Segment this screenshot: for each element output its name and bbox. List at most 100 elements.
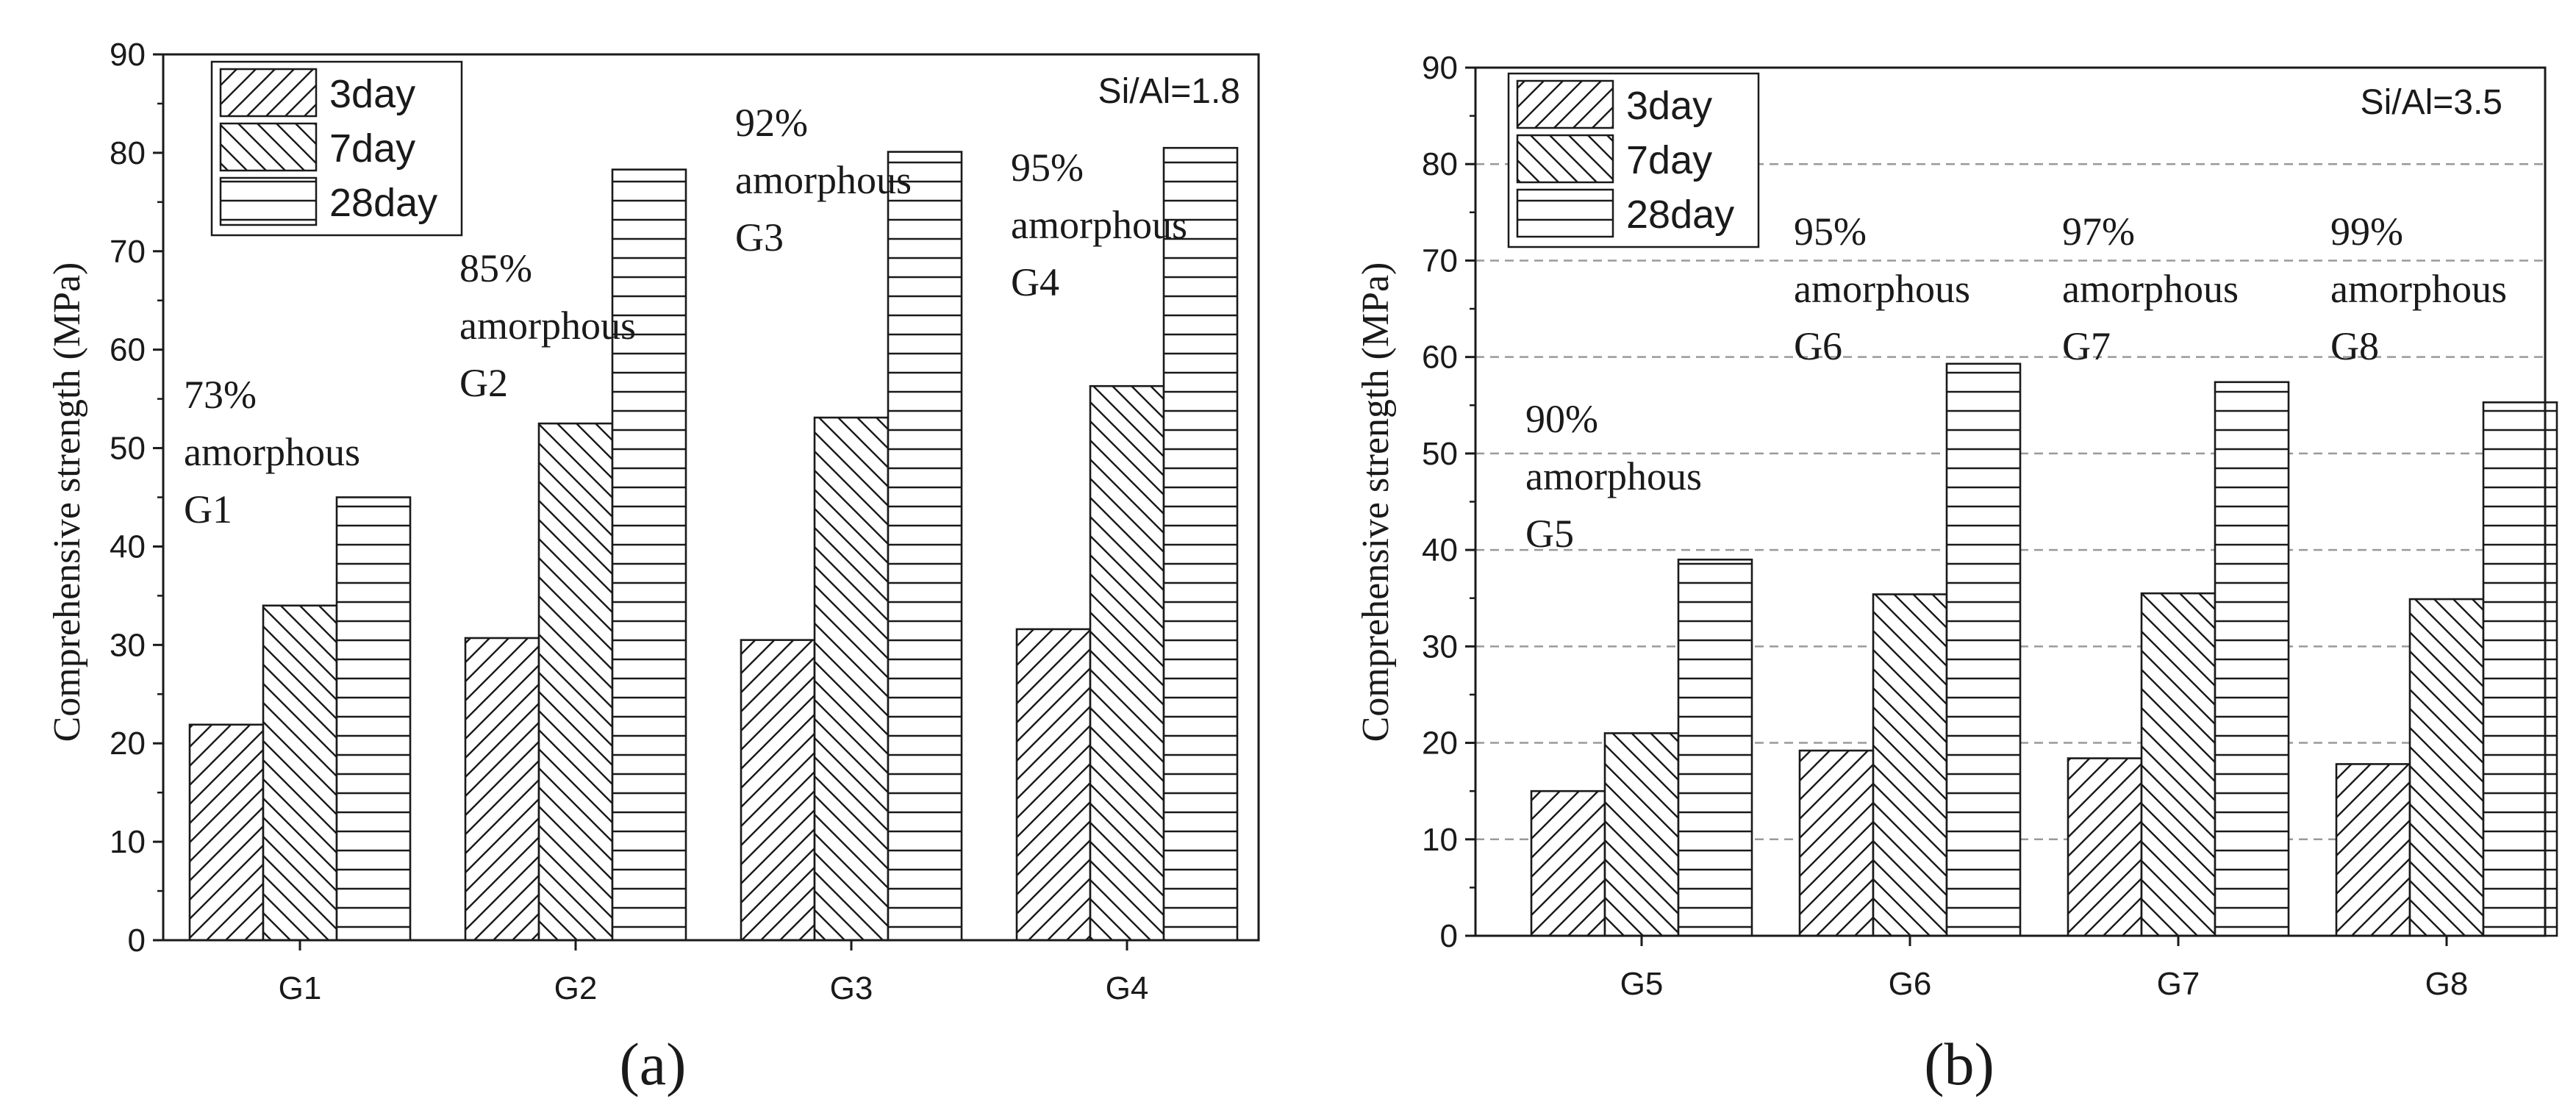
- annotation-g3-line-1: amorphous: [735, 158, 912, 202]
- bar-g6-28day: [1945, 362, 2022, 937]
- x-tick-label-g8: G8: [2425, 966, 2469, 1002]
- annotation-g5-line-2: G5: [1525, 512, 1574, 556]
- bar-g1-3day: [188, 723, 265, 942]
- bar-g2-28day: [611, 168, 687, 942]
- x-tick-label-g6: G6: [1889, 966, 1932, 1002]
- legend-label-3day: 3day: [1626, 84, 1712, 128]
- y-tick-label: 10: [110, 824, 146, 860]
- bar-g7-28day: [2214, 381, 2290, 937]
- bar-g7-7day: [2140, 592, 2217, 937]
- legend-b: 3day 7day 28day: [1507, 72, 1760, 248]
- panel-label-b: (b): [1924, 1031, 1994, 1098]
- x-tick-label-g7: G7: [2157, 966, 2200, 1002]
- annotation-g3-line-0: 92%: [735, 101, 808, 145]
- x-axis-categories-a: G1 G2 G3 G4: [279, 940, 1149, 1006]
- annotation-g1-line-2: G1: [184, 487, 232, 531]
- y-tick-label: 90: [1422, 50, 1458, 86]
- y-axis-ticks-a: 0 10 20 30 40 50 60 70 80 90: [110, 37, 1260, 959]
- bar-g5-28day: [1677, 558, 1753, 937]
- bar-series-b: [1530, 362, 2558, 937]
- y-tick-label: 90: [110, 37, 146, 73]
- x-tick-label-g3: G3: [830, 970, 873, 1006]
- y-tick-label: 20: [110, 726, 146, 762]
- annotation-g8-line-2: G8: [2330, 324, 2379, 368]
- y-tick-label: 70: [110, 234, 146, 270]
- bar-g3-3day: [740, 639, 816, 942]
- annotation-g7-line-1: amorphous: [2062, 267, 2239, 311]
- annotation-g8-line-0: 99%: [2330, 210, 2403, 254]
- annotation-g8-line-1: amorphous: [2330, 267, 2507, 311]
- legend-label-28day: 28day: [329, 181, 437, 225]
- annotations-a: 73% amorphous G1 85% amorphous G2 92% amorphous…: [184, 101, 1187, 531]
- annotation-g1-line-1: amorphous: [184, 430, 360, 474]
- y-axis-title-b: Comprehensive strength (MPa): [1355, 262, 1397, 742]
- bar-g8-3day: [2335, 763, 2411, 937]
- bar-g3-7day: [813, 416, 890, 942]
- bar-g5-3day: [1530, 789, 1606, 937]
- x-tick-label-g4: G4: [1106, 970, 1149, 1006]
- annotation-g7-line-0: 97%: [2062, 210, 2135, 254]
- bar-g8-7day: [2408, 598, 2485, 937]
- bar-g6-7day: [1872, 593, 1948, 937]
- annotation-g6-line-1: amorphous: [1794, 267, 1970, 311]
- bar-g2-3day: [464, 637, 540, 942]
- legend-label-3day: 3day: [329, 72, 415, 116]
- annotation-g4-line-2: G4: [1011, 260, 1059, 304]
- y-tick-label: 0: [1440, 918, 1458, 954]
- y-axis-ticks-b: 0 10 20 30 40 50 60 70 80 90: [1422, 50, 2547, 954]
- bar-g4-28day: [1162, 146, 1239, 942]
- annotation-g2-line-0: 85%: [459, 246, 532, 290]
- y-axis-title-a: Comprehensive strength (MPa): [46, 262, 88, 742]
- annotation-g6-line-2: G6: [1794, 324, 1842, 368]
- y-tick-label: 30: [110, 627, 146, 663]
- panel-label-a: (a): [619, 1031, 686, 1098]
- legend-swatch-3day: [1516, 79, 1614, 129]
- y-tick-label: 80: [1422, 146, 1458, 182]
- y-tick-label: 60: [1422, 340, 1458, 376]
- y-tick-label: 70: [1422, 243, 1458, 279]
- y-tick-label: 0: [128, 923, 146, 959]
- bar-g3-28day: [887, 151, 963, 942]
- annotation-g5-line-1: amorphous: [1525, 454, 1702, 498]
- legend-swatch-7day: [1516, 134, 1614, 184]
- annotation-g3-line-2: G3: [735, 215, 784, 259]
- chart-note-b: Si/Al=3.5: [2361, 83, 2502, 122]
- legend-swatch-28day: [219, 176, 318, 226]
- legend-swatch-7day: [219, 122, 318, 172]
- bar-g4-7day: [1089, 384, 1165, 942]
- annotation-g2-line-1: amorphous: [459, 304, 636, 348]
- chart-panel-a: 0 10 20 30 40 50 60 70 80 90 G1 G2 G3 G4 73% amorphou…: [46, 37, 1260, 1098]
- annotation-g1-line-0: 73%: [184, 373, 257, 417]
- legend-label-7day: 7day: [329, 126, 415, 171]
- legend-swatch-28day: [1516, 188, 1614, 238]
- chart-note-a: Si/Al=1.8: [1098, 72, 1240, 111]
- annotation-g4-line-1: amorphous: [1011, 203, 1187, 247]
- x-tick-label-g1: G1: [279, 970, 322, 1006]
- bar-g2-7day: [537, 422, 614, 942]
- y-tick-label: 60: [110, 332, 146, 368]
- annotation-g5-line-0: 90%: [1525, 397, 1598, 441]
- bar-g1-7day: [262, 604, 338, 942]
- chart-panel-b: 0 10 20 30 40 50 60 70 80 90 G5 G6 G7 G8 90% amorphou…: [1355, 50, 2558, 1098]
- x-tick-label-g5: G5: [1620, 966, 1664, 1002]
- annotations-b: 90% amorphous G5 95% amorphous G6 97% amorphous…: [1525, 210, 2507, 556]
- bar-g4-3day: [1015, 628, 1092, 942]
- y-tick-label: 40: [1422, 532, 1458, 568]
- bar-g1-28day: [335, 496, 412, 942]
- annotation-g2-line-2: G2: [459, 361, 508, 405]
- y-tick-label: 50: [110, 431, 146, 467]
- y-tick-label: 10: [1422, 822, 1458, 858]
- legend-swatch-3day: [219, 68, 318, 118]
- annotation-g4-line-0: 95%: [1011, 146, 1084, 190]
- annotation-g6-line-0: 95%: [1794, 210, 1867, 254]
- y-tick-label: 30: [1422, 629, 1458, 665]
- bar-g6-3day: [1798, 749, 1875, 937]
- annotation-g7-line-2: G7: [2062, 324, 2111, 368]
- x-tick-label-g2: G2: [554, 970, 598, 1006]
- legend-label-7day: 7day: [1626, 138, 1712, 182]
- bar-g7-3day: [2067, 757, 2143, 937]
- bar-series-a: [188, 146, 1239, 942]
- bar-g5-7day: [1603, 732, 1680, 937]
- y-tick-label: 20: [1422, 726, 1458, 762]
